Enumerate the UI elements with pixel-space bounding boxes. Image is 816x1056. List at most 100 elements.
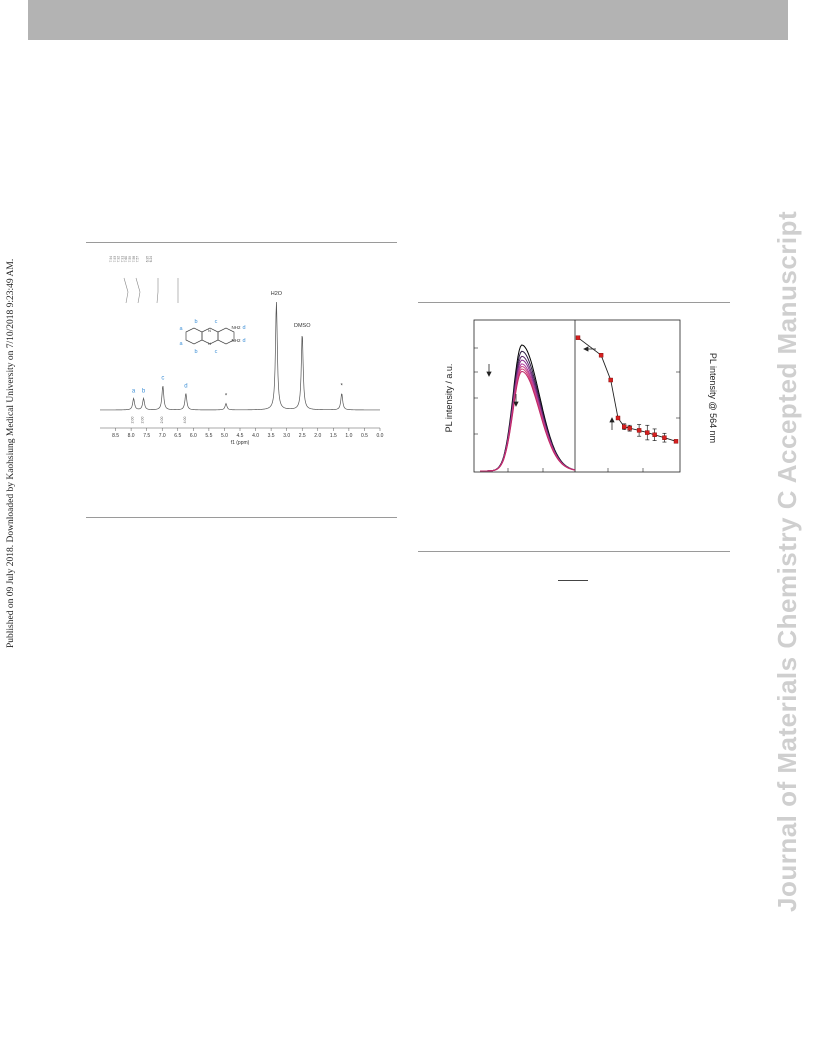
pl-data-point <box>615 415 621 421</box>
pl-decay-series <box>575 335 679 444</box>
pl-data-point <box>636 428 642 433</box>
nmr-x-tick-label: 1.5 <box>330 433 337 439</box>
nmr-x-tick-label: 8.5 <box>112 433 119 439</box>
structure-label: d <box>242 338 245 344</box>
solvent-label: DMSO <box>294 323 311 329</box>
pl-data-point <box>673 439 679 444</box>
structure-label: NH2 <box>231 338 240 343</box>
structure-label: NH2 <box>231 325 240 330</box>
peak-label: d <box>184 383 187 389</box>
pl-spectrum-line <box>480 365 576 472</box>
structure-label: d <box>242 325 245 331</box>
nmr-x-tick-label: 7.5 <box>143 433 150 439</box>
pl-spectrum-line <box>480 368 576 472</box>
pl-figure: PL intensity / a.u. PL intensity @ 564 n… <box>418 306 730 496</box>
pl-data-point <box>652 432 657 437</box>
molecule-structure: N N <box>185 327 235 346</box>
header-banner <box>28 0 788 40</box>
chemical-shift-label: 7.92 <box>117 256 121 262</box>
structure-label: b <box>194 319 197 325</box>
pl-plot-frame <box>473 319 681 473</box>
nmr-x-tick-label: 2.0 <box>314 433 321 439</box>
nmr-x-tick-label: 3.5 <box>268 433 275 439</box>
journal-watermark: Journal of Materials Chemistry C Accepte… <box>772 210 802 912</box>
peak-label: b <box>142 388 146 394</box>
pl-left-ticks <box>474 347 680 472</box>
nmr-x-tick-label: 2.5 <box>299 433 306 439</box>
pl-intensity-chart: PL intensity / a.u. PL intensity @ 564 n… <box>444 319 718 473</box>
structure-label: c <box>215 319 218 325</box>
nmr-x-tick-label: 3.0 <box>283 433 290 439</box>
nmr-x-tick-label: 8.0 <box>128 433 135 439</box>
pl-right-axis-label: PL intensity @ 564 nm <box>708 353 718 443</box>
pl-data-point <box>627 425 632 431</box>
nmr-x-tick-label: 1.0 <box>345 433 352 439</box>
pl-data-point <box>608 377 613 383</box>
figure2-top-rule <box>418 302 730 303</box>
figure1-top-rule <box>86 242 397 243</box>
pl-data-point <box>621 424 627 429</box>
integral-label: 2.00 <box>160 417 164 424</box>
chemical-shift-label: 7.57 <box>136 256 140 262</box>
up-arrow-icon <box>609 417 615 423</box>
left-arrow-icon <box>583 346 589 352</box>
nmr-trace <box>100 301 380 411</box>
chemical-shift-label: 7.60 <box>124 256 128 262</box>
chemical-shift-label: 6.95 <box>145 256 149 262</box>
nmr-x-tick-label: 5.0 <box>221 433 228 439</box>
nmr-x-ticks: 8.5 8.0 7.5 7.0 6.5 6.0 5.5 5.0 4.5 4.0 3.5 3.0 2.5 2… <box>112 428 384 439</box>
structure-label: c <box>215 349 218 355</box>
trend-arrows <box>486 346 615 430</box>
peak-label: c <box>161 376 164 382</box>
structure-label: a <box>179 326 183 332</box>
solvent-label: H2O <box>271 291 283 297</box>
pl-spectrum-line <box>480 363 576 472</box>
pl-data-point <box>575 335 581 340</box>
nmr-x-tick-label: 4.5 <box>237 433 244 439</box>
solvent-labels: H2O DMSO <box>271 291 311 329</box>
nmr-x-tick-label: 7.0 <box>159 433 166 439</box>
chemical-shift-label: 7.58 <box>132 256 136 262</box>
svg-text:N: N <box>208 341 211 346</box>
download-notice: Published on 09 July 2018. Downloaded by… <box>6 258 16 648</box>
pl-left-axis-label: PL intensity / a.u. <box>444 364 454 433</box>
down-arrow-icon <box>513 401 519 407</box>
integral-label: 2.00 <box>131 417 135 424</box>
chemical-shift-label: 7.93 <box>113 256 117 262</box>
peak-label: * <box>341 383 344 389</box>
nmr-spectrum-chart: 7.94 7.93 7.92 7.91 7.60 7.59 7.58 7.57 6.95 6.24… <box>100 256 384 446</box>
structure-label: b <box>194 349 197 355</box>
nmr-x-tick-label: 0.0 <box>377 433 384 439</box>
nmr-x-axis-label: f1 (ppm) <box>231 440 250 446</box>
pl-spectrum-line <box>480 370 576 472</box>
pl-spectrum-line <box>480 344 576 472</box>
down-arrow-icon <box>486 371 492 377</box>
nmr-x-tick-label: 5.5 <box>205 433 212 439</box>
chemical-shift-label: 7.59 <box>128 256 132 262</box>
short-underline <box>558 580 588 581</box>
nmr-x-tick-label: 0.5 <box>361 433 368 439</box>
nmr-x-tick-label: 4.0 <box>252 433 259 439</box>
pl-decay-line <box>577 337 677 442</box>
peak-label: a <box>132 388 136 394</box>
chemical-shift-labels: 7.94 7.93 7.92 7.91 7.60 7.59 7.58 7.57 6.95 6.24 <box>109 256 153 262</box>
pl-data-point <box>662 435 667 440</box>
peak-label: * <box>225 394 228 400</box>
pl-data-point <box>598 353 604 358</box>
pl-data-point <box>645 430 650 435</box>
nmr-figure: 7.94 7.93 7.92 7.91 7.60 7.59 7.58 7.57 6.95 6.24… <box>86 248 397 473</box>
chemical-shift-label: 7.91 <box>120 256 124 262</box>
structure-label: a <box>179 341 183 347</box>
figure2-bottom-rule <box>418 551 730 552</box>
nmr-x-tick-label: 6.5 <box>174 433 181 439</box>
pl-spectra <box>480 344 576 472</box>
nmr-x-tick-label: 6.0 <box>190 433 197 439</box>
peak-labels: a b c d * * <box>132 376 344 400</box>
shift-connectors <box>123 277 179 304</box>
svg-text:N: N <box>208 328 211 333</box>
chemical-shift-label: 6.24 <box>149 256 153 262</box>
figure1-bottom-rule <box>86 517 397 518</box>
integral-label: 2.00 <box>141 417 145 424</box>
chemical-shift-label: 7.94 <box>109 256 113 262</box>
